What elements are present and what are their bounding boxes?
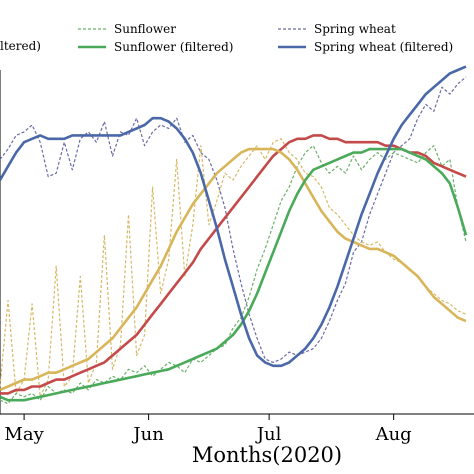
x-axis-ticks: May Jun Jul Aug [4,414,412,445]
series-line-wheat-raw [0,76,467,363]
legend-label-filtered-red: ltered) [0,39,41,53]
plot-area [0,65,474,415]
x-axis-label: Months(2020) [192,443,342,467]
legend-label-sunflower-filtered: Sunflower (filtered) [114,40,233,54]
series-layer [0,65,468,405]
x-tick-label: Jul [255,424,282,445]
legend-label-wheat-filtered: Spring wheat (filtered) [314,40,453,54]
x-tick-label: Jun [131,424,164,445]
series-line-sunflower-raw [0,145,467,405]
series-line-yellow-raw [0,138,467,398]
legend: ltered) Sunflower Sunflower (filtered) Spri… [0,22,453,54]
series-line-filtered-red [0,134,467,395]
series-line-wheat-filtered [0,65,467,368]
x-tick-label: Aug [375,424,412,445]
series-line-yellow-filtered [0,147,467,392]
legend-label-wheat-raw: Spring wheat [314,22,396,36]
x-tick-label: May [4,424,44,445]
series-line-sunflower-filtered [0,147,468,402]
legend-label-sunflower-raw: Sunflower [114,22,176,36]
